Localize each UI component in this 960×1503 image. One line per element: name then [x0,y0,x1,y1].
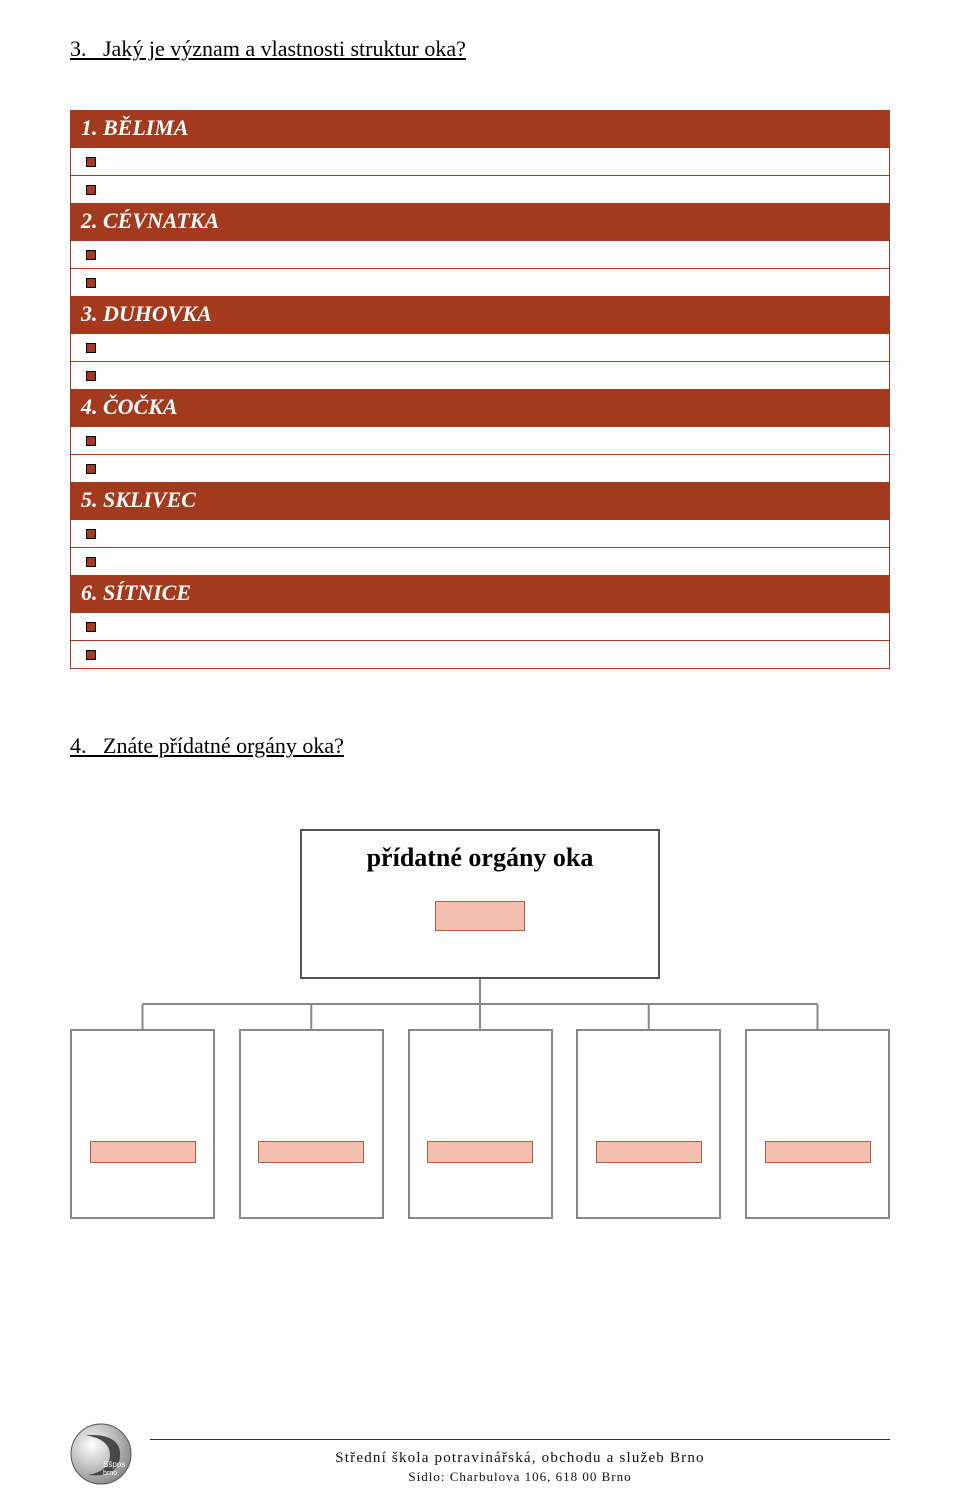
bullet-icon [87,558,95,566]
school-logo: Sšpos brno [70,1423,132,1485]
org-child-box [239,1029,384,1219]
logo-text-top: Sšpos [103,1460,125,1469]
org-child-box [745,1029,890,1219]
page-footer: Sšpos brno Střední škola potravinářská, … [70,1423,890,1485]
logo-text-bottom: brno [103,1470,117,1477]
org-child-accent [258,1141,364,1163]
bullet-icon [87,158,95,166]
bullet-icon [87,251,95,259]
footer-line-1: Střední škola potravinářská, obchodu a s… [150,1450,890,1467]
question-4-heading: 4. Znáte přídatné orgány oka? [70,733,890,759]
section-subrow [71,640,889,668]
bullet-icon [87,344,95,352]
section-subrow [71,361,889,389]
section-header: 2. CÉVNATKA [71,203,889,240]
section-header: 5. SKLIVEC [71,482,889,519]
section-subrow [71,612,889,640]
section-subrow [71,454,889,482]
org-child-box [70,1029,215,1219]
eye-structures-table: 1. BĚLIMA 2. CÉVNATKA 3. DUHOVKA 4. ČOČKA 5.… [70,110,890,669]
section-header: 4. ČOČKA [71,389,889,426]
org-child-accent [765,1141,871,1163]
bullet-icon [87,186,95,194]
bullet-icon [87,623,95,631]
q3-text: Jaký je význam a vlastnosti struktur oka… [103,36,466,61]
section-subrow [71,333,889,361]
section-subrow [71,268,889,296]
bullet-icon [87,372,95,380]
org-chart: přídatné orgány oka [70,829,890,1249]
section-header: 1. BĚLIMA [71,111,889,147]
section-header: 6. SÍTNICE [71,575,889,612]
section-subrow [71,426,889,454]
bullet-icon [87,530,95,538]
section-subrow [71,175,889,203]
footer-rule [150,1439,890,1440]
org-root-box: přídatné orgány oka [300,829,660,979]
bullet-icon [87,437,95,445]
footer-text-block: Střední škola potravinářská, obchodu a s… [150,1439,890,1485]
q4-text: Znáte přídatné orgány oka? [103,733,344,758]
org-child-box [576,1029,721,1219]
org-child-accent [90,1141,196,1163]
q4-number: 4. [70,733,87,758]
section-subrow [71,547,889,575]
footer-line-2: Sídlo: Charbulova 106, 618 00 Brno [150,1469,890,1485]
bullet-icon [87,465,95,473]
question-3-heading: 3. Jaký je význam a vlastnosti struktur … [70,36,890,62]
org-child-box [408,1029,553,1219]
bullet-icon [87,651,95,659]
org-root-accent [435,901,525,931]
org-child-accent [596,1141,702,1163]
section-header: 3. DUHOVKA [71,296,889,333]
bullet-icon [87,279,95,287]
section-subrow [71,519,889,547]
q3-number: 3. [70,36,87,61]
org-root-label: přídatné orgány oka [314,843,646,873]
section-subrow [71,240,889,268]
org-child-accent [427,1141,533,1163]
section-subrow [71,147,889,175]
